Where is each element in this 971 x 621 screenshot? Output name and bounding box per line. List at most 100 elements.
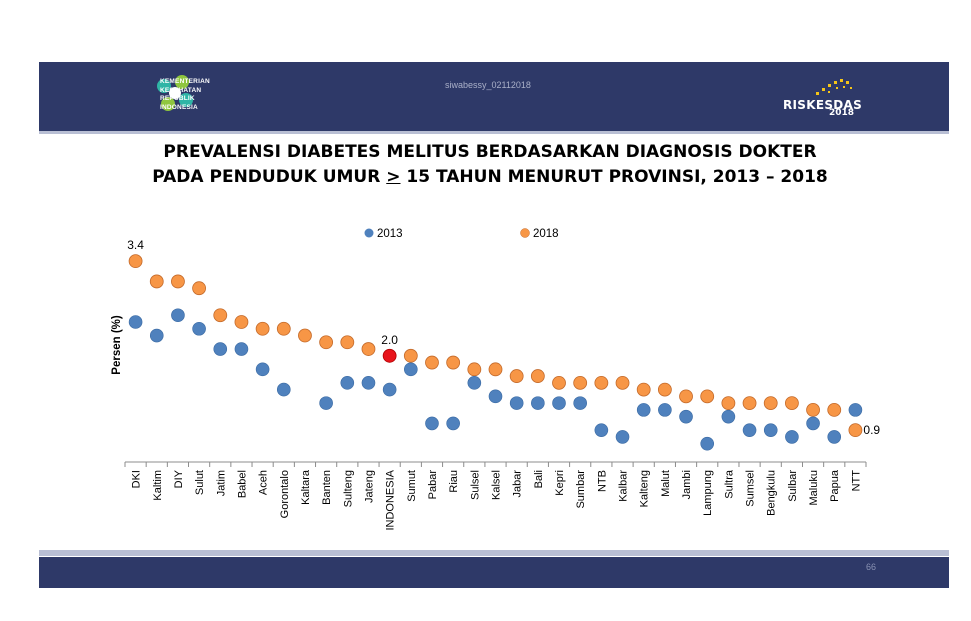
data-point-2013: [213, 342, 228, 356]
title-line-2: PADA PENDUDUK UMUR > 15 TAHUN MENURUT PR…: [100, 165, 880, 190]
riskesdas-sparkle-icon: [816, 79, 852, 95]
data-point-2018: [213, 308, 228, 323]
org-line-2: KESEHATAN: [160, 86, 202, 94]
data-point-2018: [361, 342, 376, 356]
riskesdas-brand: RISKESDAS: [783, 98, 863, 112]
x-tick-label: Sulteng: [342, 470, 354, 507]
data-point-2013: [255, 362, 270, 377]
x-tick-label: INDONESIA: [385, 469, 397, 530]
x-tick-label: Bali: [533, 470, 545, 488]
data-point-2018: [340, 335, 355, 350]
x-tick-label: Sulut: [194, 470, 206, 495]
data-point-2013: [382, 382, 397, 397]
x-tick-label: Jatim: [215, 470, 227, 496]
data-point-2013: [742, 423, 757, 437]
x-tick-label: Kaltara: [300, 469, 312, 505]
data-point-2013: [319, 396, 333, 410]
data-point-2013: [785, 430, 799, 444]
x-tick-label: Jateng: [363, 470, 375, 503]
data-point-2018: [234, 315, 249, 329]
data-point-2018: [785, 396, 799, 411]
data-point-2013: [446, 416, 460, 431]
data-point-2013: [171, 308, 185, 323]
data-label: 2.0: [381, 333, 398, 347]
data-point-2018: [192, 281, 207, 296]
data-point-2013: [552, 396, 566, 410]
x-tick-label: Riau: [448, 470, 460, 493]
title-line-2-pre: PADA PENDUDUK UMUR: [152, 167, 387, 187]
page-number: 66: [866, 562, 877, 572]
data-point-2018: [615, 375, 630, 390]
legend-label-2013: 2013: [377, 228, 403, 240]
data-point-2013: [128, 315, 143, 329]
data-point-2013: [488, 389, 503, 404]
data-point-2018-indonesia: [382, 348, 397, 363]
data-point-2013: [340, 376, 355, 390]
x-tick-label: Kalsel: [491, 470, 503, 500]
x-tick-label: Lampung: [702, 470, 714, 516]
x-tick-label: Bengkulu: [766, 470, 778, 516]
x-tick-label: Pabar: [427, 470, 439, 500]
x-tick-label: Sumbar: [575, 470, 587, 509]
data-point-2018: [530, 369, 545, 383]
data-point-2018: [509, 369, 524, 383]
data-point-2018: [446, 355, 461, 370]
data-point-2018: [594, 375, 609, 390]
data-point-2018: [276, 321, 291, 336]
x-tick-label: Sultra: [723, 469, 735, 499]
data-point-2018: [425, 355, 439, 370]
org-line-3: REPUBLIK: [160, 95, 195, 102]
title-line-1: PREVALENSI DIABETES MELITUS BERDASARKAN …: [163, 142, 817, 162]
data-point-2018: [128, 254, 143, 269]
data-point-2018: [657, 382, 672, 397]
x-tick-label: Kaltim: [152, 470, 164, 501]
x-tick-label: Kepri: [554, 470, 566, 496]
data-label: 0.9: [863, 423, 880, 437]
data-point-2013: [404, 362, 418, 377]
data-point-2018: [298, 328, 312, 343]
data-point-2013: [827, 430, 842, 444]
data-point-2018: [763, 396, 778, 411]
data-point-2013: [361, 376, 376, 390]
legend-label-2018: 2018: [533, 228, 559, 240]
data-point-2018: [488, 362, 503, 377]
x-tick-label: Sumsel: [745, 470, 757, 507]
data-point-2013: [848, 403, 863, 417]
org-line-4: INDONESIA: [160, 103, 198, 111]
data-point-2018: [467, 362, 482, 377]
x-tick-label: NTT: [850, 470, 862, 492]
legend-marker-2018: [520, 228, 530, 238]
org-line-1: KEMENTERIAN: [160, 78, 210, 85]
x-tick-label: Malut: [660, 470, 672, 497]
data-point-2013: [467, 376, 482, 390]
data-point-2013: [509, 396, 524, 410]
data-point-2013: [658, 403, 672, 417]
data-point-2018: [679, 389, 693, 404]
x-tick-label: Gorontalo: [279, 470, 291, 518]
riskesdas-year: 2018: [829, 108, 855, 118]
kemenkes-logo-text: KEMENTERIAN KESEHATAN REPUBLIK INDONESIA: [160, 78, 210, 112]
data-point-2018: [848, 423, 863, 438]
data-point-2018: [827, 402, 842, 417]
data-point-2013: [573, 396, 587, 410]
title-ge-symbol: >: [386, 167, 401, 187]
watermark-text: siwabessy_02112018: [445, 80, 531, 90]
data-point-2013: [700, 436, 715, 451]
data-point-2018: [149, 274, 164, 289]
x-tick-label: Kalteng: [639, 470, 651, 507]
x-tick-label: Sulbar: [787, 470, 799, 502]
data-point-2018: [552, 375, 566, 390]
data-point-2013: [425, 416, 439, 431]
data-point-2013: [615, 430, 630, 444]
header-divider: [39, 131, 949, 134]
legend-marker-2013: [364, 228, 374, 238]
data-point-2013: [234, 342, 249, 356]
data-point-2018: [806, 402, 820, 417]
data-label: 3.4: [127, 238, 144, 252]
x-tick-label: Sumut: [406, 470, 418, 502]
data-point-2018: [573, 375, 588, 390]
data-point-2018: [721, 396, 736, 411]
x-tick-label: Aceh: [258, 470, 270, 495]
y-axis-label: Persen (%): [111, 315, 123, 375]
